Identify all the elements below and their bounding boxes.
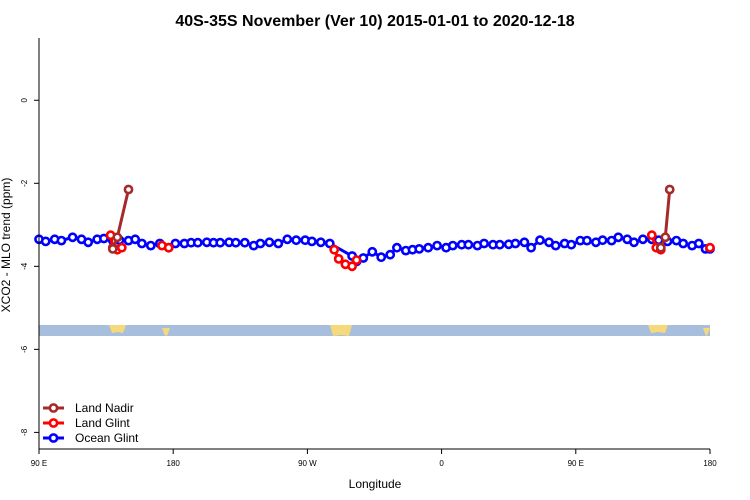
data-point xyxy=(255,238,266,249)
data-point xyxy=(351,255,362,265)
x-axis-label: Longitude xyxy=(349,477,402,491)
y-tick-label: -2 xyxy=(20,179,29,187)
data-point xyxy=(550,240,561,251)
data-point xyxy=(367,246,378,257)
data-point xyxy=(597,235,608,246)
x-tick-label: 90 E xyxy=(31,459,47,468)
series-land-nadir xyxy=(107,184,675,254)
data-point xyxy=(40,236,51,247)
data-point xyxy=(655,242,666,253)
data-point xyxy=(510,238,521,249)
data-point xyxy=(664,184,675,195)
legend-swatch-marker xyxy=(48,403,59,413)
data-point xyxy=(535,235,545,246)
data-point xyxy=(447,240,458,251)
data-point xyxy=(629,237,639,248)
data-point xyxy=(145,240,156,251)
data-point xyxy=(432,240,442,251)
x-tick-label: 90 W xyxy=(298,459,317,468)
data-point xyxy=(291,235,302,246)
data-point xyxy=(705,242,715,253)
land-shape xyxy=(330,325,352,336)
data-point xyxy=(646,230,657,241)
data-point xyxy=(273,238,284,249)
y-axis-label: XCO2 - MLO trend (ppm) xyxy=(0,178,13,313)
data-point xyxy=(215,237,226,248)
data-point xyxy=(329,244,340,255)
legend-label: Land Nadir xyxy=(75,401,134,415)
data-point xyxy=(494,239,505,250)
data-point xyxy=(678,238,689,249)
data-point xyxy=(463,239,474,250)
ocean-strip xyxy=(39,325,710,336)
data-point xyxy=(566,239,577,250)
x-tick-label: 180 xyxy=(167,459,181,468)
data-point xyxy=(282,234,293,245)
data-point xyxy=(112,232,123,243)
x-tick-label: 0 xyxy=(439,459,444,468)
data-point xyxy=(423,242,434,253)
data-point xyxy=(83,237,94,248)
data-point xyxy=(582,235,592,246)
axes: 90 E 180 90 W 0 90 E 180 0 -2 -4 -6 -8 xyxy=(20,38,717,468)
legend-swatch-marker xyxy=(48,433,59,443)
data-point xyxy=(324,238,335,249)
data-point xyxy=(239,237,250,248)
legend-item: Ocean Glint xyxy=(43,431,139,445)
legend-item: Land Glint xyxy=(43,416,130,430)
data-point xyxy=(660,232,671,243)
y-tick-label: -8 xyxy=(20,428,29,436)
data-point xyxy=(479,238,489,249)
data-point xyxy=(192,237,203,248)
continent-map-strip xyxy=(39,325,710,336)
data-point xyxy=(67,232,78,243)
data-point xyxy=(264,237,275,248)
data-point xyxy=(56,235,67,246)
data-point xyxy=(385,249,396,260)
legend-label: Ocean Glint xyxy=(75,431,139,445)
data-point xyxy=(391,242,402,253)
series-ocean-glint xyxy=(34,232,715,267)
legend-label: Land Glint xyxy=(75,416,130,430)
x-tick-label: 180 xyxy=(703,459,717,468)
y-tick-label: 0 xyxy=(20,97,29,102)
data-point xyxy=(136,238,147,249)
data-point xyxy=(315,237,326,248)
data-point xyxy=(613,232,624,243)
data-point xyxy=(638,234,648,245)
data-point xyxy=(123,184,134,195)
data-point xyxy=(526,242,536,253)
data-point xyxy=(230,237,241,248)
data-point xyxy=(306,236,317,247)
data-point xyxy=(347,261,357,272)
data-point xyxy=(693,238,704,249)
legend-swatch-marker xyxy=(48,418,59,428)
data-point xyxy=(163,242,174,253)
y-tick-label: -4 xyxy=(20,262,29,270)
data-point xyxy=(376,252,387,263)
data-point xyxy=(519,237,530,248)
data-point xyxy=(170,238,181,249)
data-point xyxy=(130,234,141,245)
series-layer xyxy=(34,184,715,272)
legend-item: Land Nadir xyxy=(43,401,134,415)
y-tick-label: -6 xyxy=(20,345,29,353)
land-shape xyxy=(703,328,710,336)
chart-title: 40S-35S November (Ver 10) 2015-01-01 to … xyxy=(175,13,574,30)
land-shape xyxy=(648,325,668,333)
land-shape xyxy=(162,328,170,336)
data-point xyxy=(414,243,425,254)
data-point xyxy=(333,253,344,264)
data-point xyxy=(116,242,127,253)
land-shape xyxy=(109,325,126,333)
x-tick-label: 90 E xyxy=(568,459,584,468)
data-point xyxy=(107,243,118,254)
